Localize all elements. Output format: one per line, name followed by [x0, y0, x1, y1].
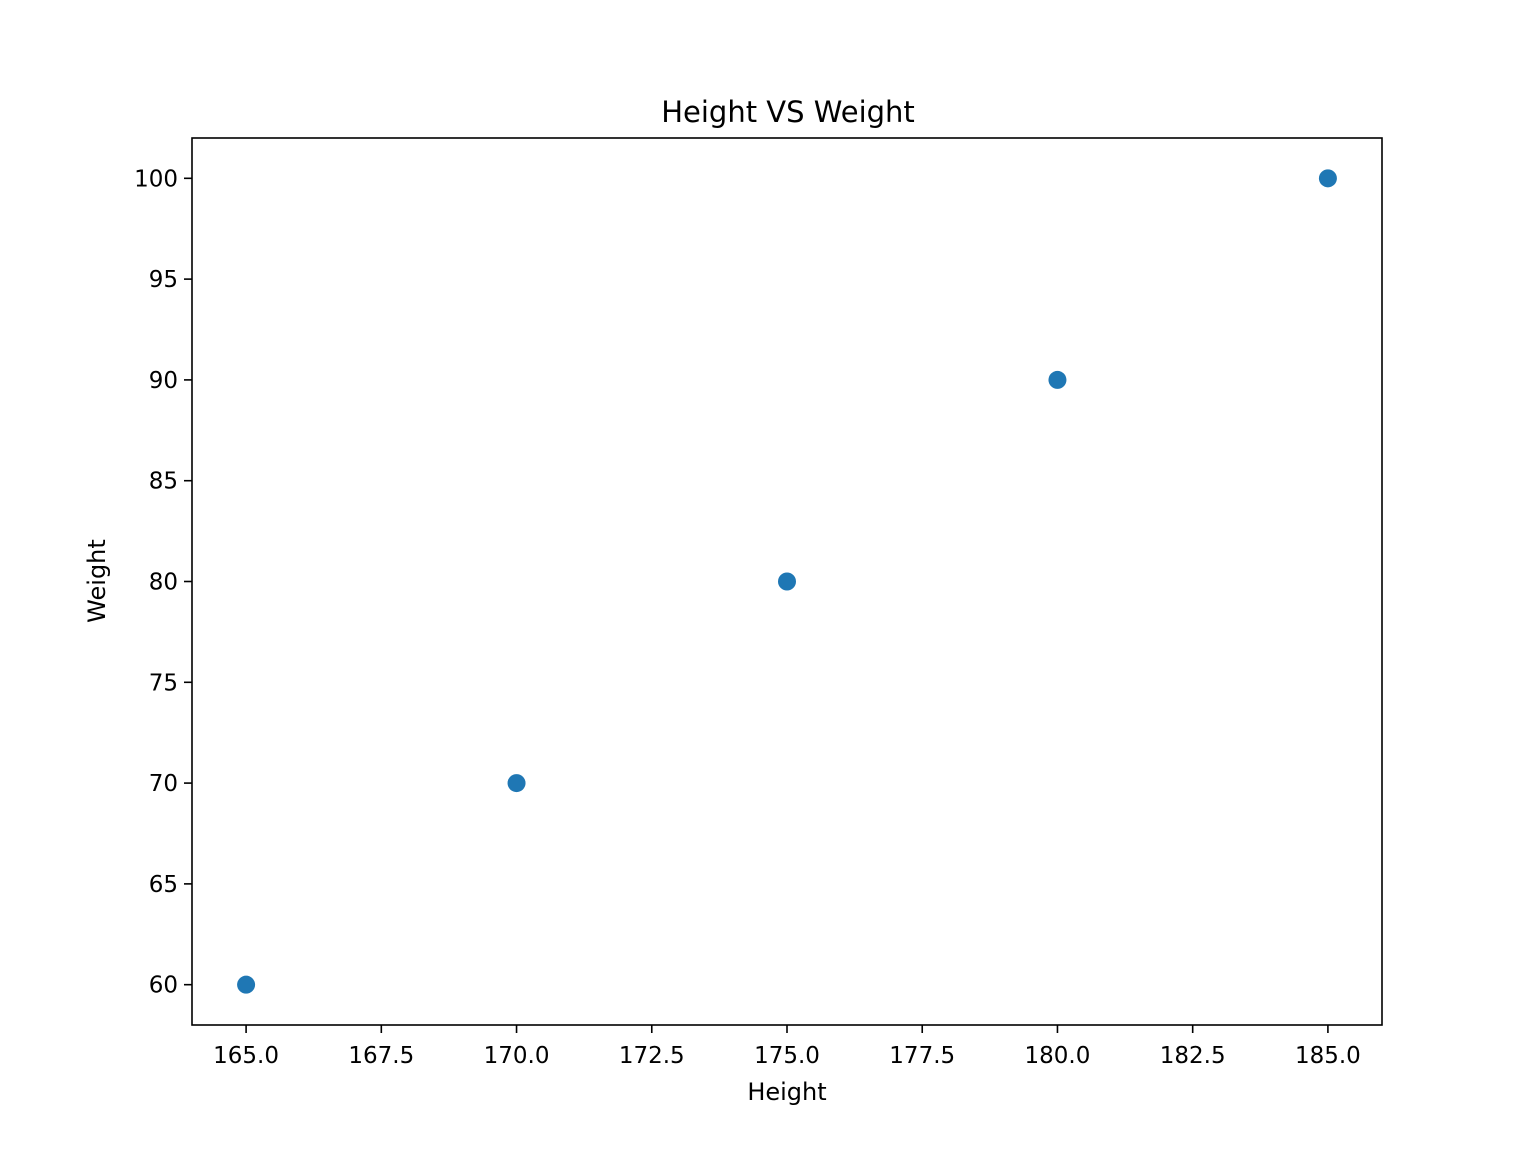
x-tick-label: 172.5: [619, 1043, 685, 1069]
chart-title: Height VS Weight: [661, 95, 915, 129]
x-tick-label: 180.0: [1025, 1043, 1091, 1069]
x-tick-label: 167.5: [348, 1043, 414, 1069]
data-point: [507, 774, 526, 793]
y-tick-label: 80: [149, 570, 178, 596]
y-tick-label: 65: [149, 872, 178, 898]
x-tick-label: 185.0: [1295, 1043, 1361, 1069]
data-point: [1048, 370, 1067, 389]
y-tick-label: 100: [134, 166, 178, 192]
y-tick-label: 90: [149, 368, 178, 394]
y-tick-label: 95: [149, 267, 178, 293]
x-axis-ticks: 165.0 167.5 170.0 172.5 175.0 177.5 180.0 182.5…: [213, 1025, 1361, 1069]
y-tick-label: 70: [149, 771, 178, 797]
x-tick-label: 182.5: [1160, 1043, 1226, 1069]
plot-frame: [191, 137, 1383, 1026]
x-tick-label: 165.0: [213, 1043, 279, 1069]
y-tick-label: 85: [149, 469, 178, 495]
x-tick-label: 170.0: [484, 1043, 550, 1069]
data-point: [1318, 169, 1337, 188]
data-point: [237, 975, 256, 994]
y-axis-ticks: 60 65 70 75 80 85 90 95 100: [134, 166, 192, 999]
y-axis-label: Weight: [83, 539, 111, 623]
x-axis-label: Height: [747, 1078, 826, 1106]
x-tick-label: 177.5: [889, 1043, 955, 1069]
x-tick-label: 175.0: [754, 1043, 820, 1069]
y-tick-label: 60: [149, 973, 178, 999]
data-point: [778, 572, 796, 591]
data-points: [237, 169, 1337, 994]
y-tick-label: 75: [149, 670, 178, 696]
